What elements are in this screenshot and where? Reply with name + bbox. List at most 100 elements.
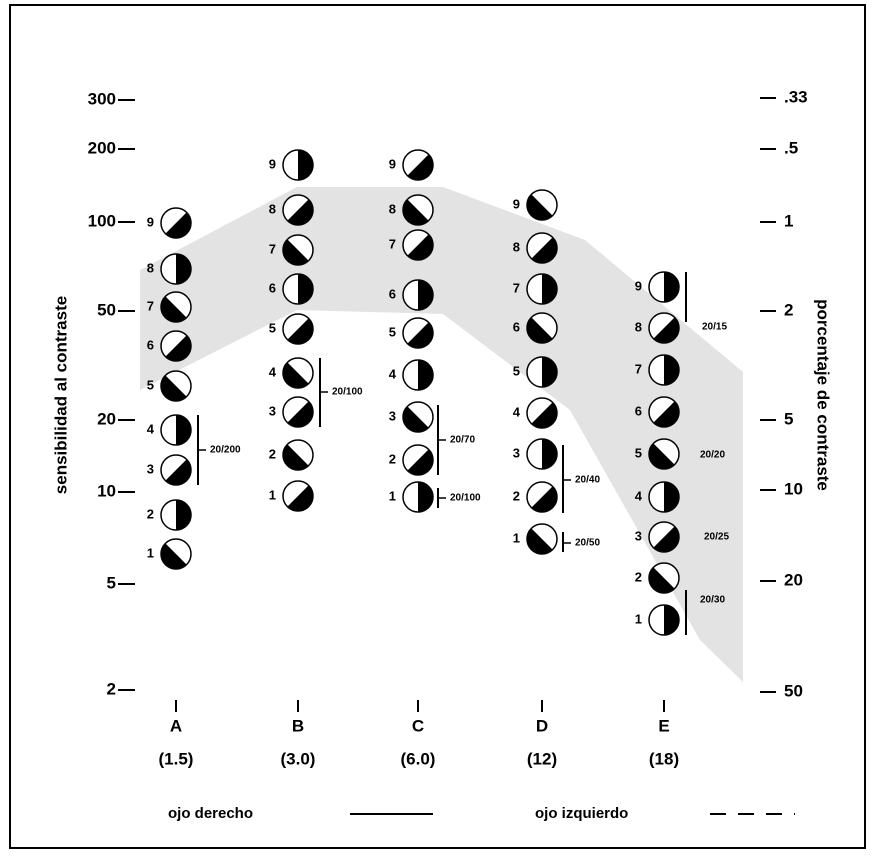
patch-outline	[402, 444, 434, 476]
left-axis-title: sensibilidad al contraste	[51, 296, 70, 494]
patch-dark	[649, 443, 675, 469]
patch-number: 5	[635, 445, 642, 460]
grating-patch	[402, 359, 434, 391]
patch-dark	[542, 357, 557, 387]
patch-dark	[287, 485, 313, 511]
patch-number: 1	[389, 488, 396, 503]
patch-outline	[648, 271, 680, 303]
acuity-label: 20/20	[700, 450, 725, 461]
grating-patch	[160, 253, 192, 285]
frame	[9, 4, 866, 849]
patch-dark	[283, 362, 309, 388]
grating-patch	[160, 330, 192, 362]
acuity-label: 20/30	[700, 595, 725, 606]
patch-outline	[282, 480, 314, 512]
patch-number: 1	[269, 487, 276, 502]
patch-dark	[653, 526, 679, 552]
patch-outline	[648, 521, 680, 553]
patch-outline	[648, 438, 680, 470]
patch-outline	[160, 454, 192, 486]
column-frequency: (18)	[649, 749, 679, 768]
patch-dark	[403, 199, 429, 225]
patch-number: 5	[147, 377, 154, 392]
patch-dark	[287, 401, 313, 427]
patch-number: 6	[389, 286, 396, 301]
patch-outline	[160, 370, 192, 402]
patch-number: 6	[635, 403, 642, 418]
patch-bg	[527, 398, 557, 428]
patch-dark	[407, 234, 433, 260]
patch-dark	[531, 237, 557, 263]
patch-number: 6	[147, 337, 154, 352]
patch-outline	[526, 189, 558, 221]
grating-patch	[282, 273, 314, 305]
patch-dark	[418, 360, 433, 390]
left-tick-label: 50	[97, 300, 116, 319]
normal-band	[140, 187, 743, 682]
patch-number: 4	[269, 364, 277, 379]
grating-patch	[282, 313, 314, 345]
patch-outline	[526, 312, 558, 344]
patch-outline	[526, 481, 558, 513]
column-frequency: (1.5)	[159, 749, 194, 768]
patch-outline	[526, 438, 558, 470]
grating-patch	[402, 194, 434, 226]
grating-patch	[160, 414, 192, 446]
acuity-label: 20/25	[704, 532, 729, 543]
patch-number: 4	[635, 488, 643, 503]
grating-patch	[526, 481, 558, 513]
patch-outline	[282, 234, 314, 266]
grating-patch	[648, 481, 680, 513]
patch-dark	[531, 486, 557, 512]
patch-number: 8	[147, 260, 154, 275]
patch-number: 2	[389, 451, 396, 466]
grating-patch	[648, 354, 680, 386]
patch-number: 3	[389, 408, 396, 423]
grating-patch	[402, 229, 434, 261]
patch-number: 6	[269, 280, 276, 295]
patch-outline	[282, 313, 314, 345]
patch-dark	[161, 375, 187, 401]
patch-dark	[542, 439, 557, 469]
grating-patch	[160, 454, 192, 486]
patch-dark	[664, 355, 679, 385]
grating-patch	[160, 538, 192, 570]
left-tick-label: 10	[97, 481, 116, 500]
grating-patch	[526, 438, 558, 470]
patch-number: 1	[147, 545, 154, 560]
grating-patch	[526, 273, 558, 305]
grating-patch	[648, 396, 680, 428]
grating-patch	[402, 401, 434, 433]
patch-outline	[648, 396, 680, 428]
patch-number: 7	[147, 298, 154, 313]
right-tick-label: .5	[784, 138, 798, 157]
grating-patch	[402, 481, 434, 513]
column-letter: B	[292, 716, 304, 735]
grating-patch	[648, 438, 680, 470]
column-letter: D	[536, 716, 548, 735]
patch-dark	[407, 154, 433, 180]
acuity-label: 20/15	[702, 322, 727, 333]
acuity-label: 20/100	[332, 387, 363, 398]
acuity-label: 20/100	[450, 493, 481, 504]
patch-number: 3	[147, 461, 154, 476]
right-axis-title: porcentaje de contraste	[814, 299, 833, 491]
grating-patch	[402, 317, 434, 349]
grating-patch	[282, 194, 314, 226]
patch-number: 2	[513, 488, 520, 503]
grating-patch	[282, 357, 314, 389]
patch-outline	[648, 481, 680, 513]
grating-patch	[648, 271, 680, 303]
patch-dark	[649, 567, 675, 593]
patch-outline	[160, 253, 192, 285]
grating-patch	[160, 207, 192, 239]
patch-dark	[176, 415, 191, 445]
left-tick-label: 300	[88, 89, 116, 108]
patch-number: 1	[513, 530, 520, 545]
right-tick-label: 1	[784, 211, 793, 230]
patch-number: 4	[147, 421, 155, 436]
left-tick-label: 200	[88, 138, 116, 157]
patch-outline	[402, 317, 434, 349]
right-tick-label: 5	[784, 409, 793, 428]
